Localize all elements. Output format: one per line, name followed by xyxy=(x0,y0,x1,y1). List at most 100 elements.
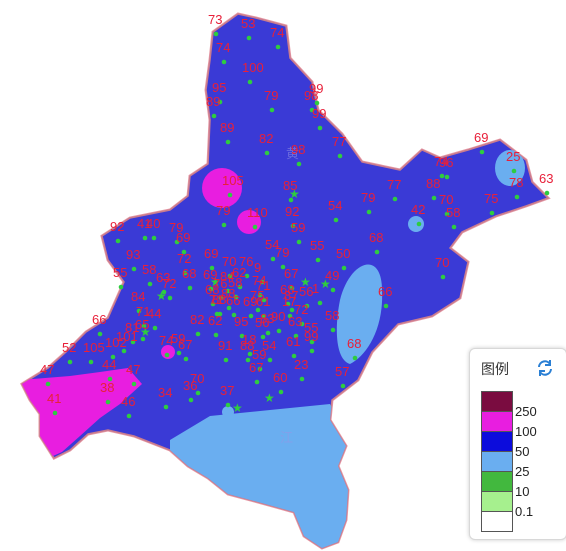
station-dot[interactable] xyxy=(544,190,550,196)
station-dot[interactable] xyxy=(167,295,173,301)
station-dot[interactable] xyxy=(131,266,137,272)
station-dot[interactable] xyxy=(105,399,111,405)
station-dot[interactable] xyxy=(444,174,450,180)
station-dot[interactable] xyxy=(88,359,94,365)
station-dot[interactable] xyxy=(431,195,437,201)
station-dot[interactable] xyxy=(479,149,485,155)
station-dot[interactable] xyxy=(164,352,170,358)
station-dot[interactable] xyxy=(317,125,323,131)
station-dot[interactable] xyxy=(208,286,214,292)
station-dot[interactable] xyxy=(330,287,336,293)
station-dot[interactable] xyxy=(213,332,219,338)
station-dot[interactable] xyxy=(265,330,271,336)
station-dot[interactable] xyxy=(126,413,132,419)
station-dot[interactable] xyxy=(226,305,232,311)
station-dot[interactable] xyxy=(225,288,231,294)
station-dot[interactable] xyxy=(444,211,450,217)
station-dot[interactable] xyxy=(291,353,297,359)
station-dot[interactable] xyxy=(514,194,520,200)
star-station-icon[interactable]: ★ xyxy=(232,401,243,415)
station-dot[interactable] xyxy=(264,150,270,156)
station-dot[interactable] xyxy=(239,333,245,339)
station-dot[interactable] xyxy=(67,359,73,365)
station-dot[interactable] xyxy=(267,357,273,363)
station-dot[interactable] xyxy=(218,295,224,301)
station-dot[interactable] xyxy=(210,301,216,307)
station-dot[interactable] xyxy=(254,379,260,385)
station-dot[interactable] xyxy=(257,366,263,372)
station-dot[interactable] xyxy=(276,328,282,334)
station-dot[interactable] xyxy=(288,197,294,203)
station-dot[interactable] xyxy=(290,223,296,229)
refresh-icon[interactable] xyxy=(536,359,554,377)
station-dot[interactable] xyxy=(299,376,305,382)
station-dot[interactable] xyxy=(341,265,347,271)
station-dot[interactable] xyxy=(52,410,58,416)
station-dot[interactable] xyxy=(293,333,299,339)
station-dot[interactable] xyxy=(131,381,137,387)
station-dot[interactable] xyxy=(366,209,372,215)
station-dot[interactable] xyxy=(315,257,321,263)
station-dot[interactable] xyxy=(440,274,446,280)
station-dot[interactable] xyxy=(261,313,267,319)
station-dot[interactable] xyxy=(296,161,302,167)
station-dot[interactable] xyxy=(260,334,266,340)
station-dot[interactable] xyxy=(416,221,422,227)
station-dot[interactable] xyxy=(136,308,142,314)
station-dot[interactable] xyxy=(270,256,276,262)
star-station-icon[interactable]: ★ xyxy=(300,275,311,289)
station-dot[interactable] xyxy=(278,389,284,395)
station-dot[interactable] xyxy=(309,339,315,345)
station-dot[interactable] xyxy=(451,224,457,230)
station-dot[interactable] xyxy=(246,35,252,41)
station-dot[interactable] xyxy=(118,284,124,290)
station-dot[interactable] xyxy=(225,402,231,408)
station-dot[interactable] xyxy=(183,356,189,362)
station-dot[interactable] xyxy=(287,313,293,319)
station-dot[interactable] xyxy=(142,235,148,241)
station-dot[interactable] xyxy=(247,79,253,85)
star-station-icon[interactable]: ★ xyxy=(320,277,331,291)
station-dot[interactable] xyxy=(374,249,380,255)
station-dot[interactable] xyxy=(317,300,323,306)
station-dot[interactable] xyxy=(299,321,305,327)
station-dot[interactable] xyxy=(121,348,127,354)
station-dot[interactable] xyxy=(181,249,187,255)
station-dot[interactable] xyxy=(285,301,291,307)
star-station-icon[interactable]: ★ xyxy=(289,187,300,201)
station-dot[interactable] xyxy=(221,222,227,228)
station-dot[interactable] xyxy=(333,217,339,223)
station-dot[interactable] xyxy=(188,397,194,403)
station-dot[interactable] xyxy=(227,273,233,279)
station-dot[interactable] xyxy=(257,292,263,298)
station-dot[interactable] xyxy=(383,303,389,309)
station-dot[interactable] xyxy=(225,139,231,145)
station-dot[interactable] xyxy=(231,312,237,318)
star-station-icon[interactable]: ★ xyxy=(156,289,167,303)
station-dot[interactable] xyxy=(352,355,358,361)
station-dot[interactable] xyxy=(289,307,295,313)
station-dot[interactable] xyxy=(163,404,169,410)
station-dot[interactable] xyxy=(110,354,116,360)
station-dot[interactable] xyxy=(187,285,193,291)
station-dot[interactable] xyxy=(340,383,346,389)
station-dot[interactable] xyxy=(252,224,258,230)
station-dot[interactable] xyxy=(289,285,295,291)
station-dot[interactable] xyxy=(97,331,103,337)
station-dot[interactable] xyxy=(233,294,239,300)
station-dot[interactable] xyxy=(309,107,315,113)
star-station-icon[interactable]: ★ xyxy=(264,391,275,405)
station-dot[interactable] xyxy=(248,313,254,319)
station-dot[interactable] xyxy=(227,192,233,198)
station-dot[interactable] xyxy=(489,210,495,216)
station-dot[interactable] xyxy=(511,168,517,174)
station-dot[interactable] xyxy=(275,44,281,50)
station-dot[interactable] xyxy=(330,327,336,333)
station-dot[interactable] xyxy=(309,348,315,354)
station-dot[interactable] xyxy=(221,59,227,65)
station-dot[interactable] xyxy=(195,331,201,337)
station-dot[interactable] xyxy=(304,303,310,309)
star-station-icon[interactable]: ★ xyxy=(210,275,221,289)
station-dot[interactable] xyxy=(195,390,201,396)
star-station-icon[interactable]: ★ xyxy=(140,325,151,339)
